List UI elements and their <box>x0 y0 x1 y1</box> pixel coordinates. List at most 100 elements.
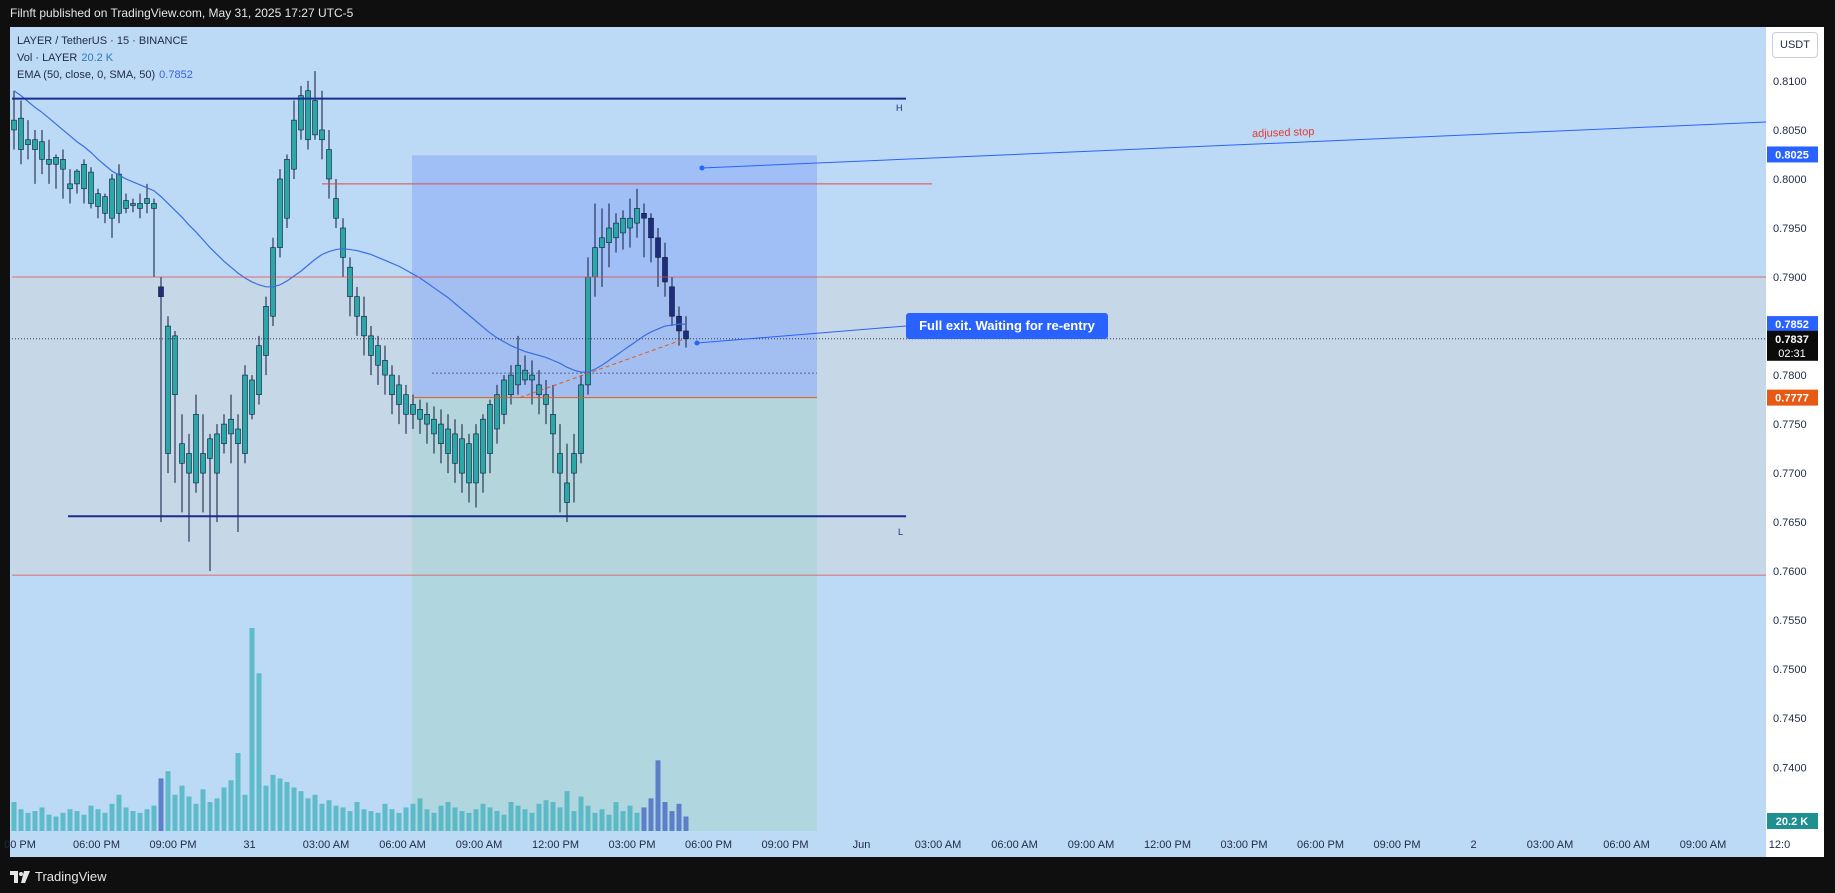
volume-value: 20.2 K <box>81 52 114 64</box>
price-tick-label: 0.7800 <box>1773 370 1807 382</box>
candle-body <box>67 183 73 190</box>
candle-body <box>396 384 402 405</box>
candle-body <box>291 119 297 170</box>
candle-body <box>648 217 654 239</box>
candle-body <box>137 203 143 209</box>
volume-bar <box>32 811 38 831</box>
volume-bar <box>95 809 101 831</box>
time-tick-label: 09:00 AM <box>1680 839 1726 851</box>
volume-bar <box>431 812 437 831</box>
candle-body <box>620 217 626 234</box>
volume-bar <box>452 807 458 831</box>
footer-brand: TradingView <box>35 869 107 884</box>
volume-bar <box>39 807 45 831</box>
candle-body <box>459 438 465 474</box>
time-tick-label: 06:00 PM <box>73 839 120 851</box>
candle-body <box>529 374 535 381</box>
candle-body <box>326 149 332 180</box>
volume-bar <box>550 802 556 831</box>
candle-body <box>214 433 220 474</box>
price-tag-black <box>1767 330 1818 361</box>
candle-body <box>382 360 388 376</box>
volume-bar <box>109 803 115 831</box>
candle-body <box>200 453 206 474</box>
time-tick-label: 06:00 PM <box>1297 839 1344 851</box>
volume-bar <box>417 798 423 831</box>
price-tag-orange <box>1767 389 1818 406</box>
volume-bar <box>74 811 80 831</box>
tradingview-logo-icon <box>10 870 30 883</box>
volume-bar <box>466 812 472 831</box>
volume-bar <box>305 798 311 831</box>
legend-symbol: LAYER / TetherUS · 15 · BINANCE <box>17 35 188 47</box>
candle-body <box>585 276 591 386</box>
candle-body <box>564 482 570 503</box>
volume-bar <box>487 807 493 831</box>
volume-bar <box>88 805 94 831</box>
candle-body <box>613 222 619 239</box>
tradingview-logo[interactable]: TradingView <box>10 860 107 893</box>
full-exit-callout[interactable]: Full exit. Waiting for re-entry <box>906 313 1108 339</box>
candle-body <box>354 296 360 317</box>
volume-bar <box>620 811 626 831</box>
candle-body <box>487 404 493 454</box>
candle-body <box>480 418 486 474</box>
price-tick-label: 0.7500 <box>1773 664 1807 676</box>
volume-bar <box>102 812 108 831</box>
low-level-tag: L <box>898 527 904 537</box>
candle-body <box>95 193 101 207</box>
candle-body <box>592 247 598 278</box>
time-axis-background <box>10 831 1766 857</box>
time-tick-label: 12:0 <box>1769 839 1790 851</box>
candle-body <box>445 428 451 454</box>
candle-body <box>130 203 136 206</box>
volume-bar <box>368 811 374 831</box>
volume-bar <box>270 774 276 831</box>
time-tick-label: 03:00 AM <box>915 839 961 851</box>
volume-bar <box>263 785 269 831</box>
volume-bar <box>641 807 647 831</box>
price-chart[interactable]: 0.81000.80500.80000.79500.79000.78500.78… <box>0 0 1835 860</box>
candle-body <box>123 200 129 209</box>
volume-bar <box>228 780 234 831</box>
volume-bar <box>60 812 66 831</box>
time-tick-label: 06:00 AM <box>991 839 1037 851</box>
volume-bar <box>193 803 199 831</box>
currency-button[interactable]: USDT <box>1772 32 1818 58</box>
projection-line <box>519 338 686 399</box>
adjusted-stop-anchor <box>699 165 705 171</box>
candle-body <box>263 306 269 356</box>
time-tick-label: 09:00 PM <box>1373 839 1420 851</box>
volume-bar <box>165 771 171 831</box>
price-tick-label: 0.8000 <box>1773 174 1807 186</box>
volume-bar <box>11 802 17 831</box>
volume-bar <box>221 787 227 831</box>
price-tag-countdown: 02:31 <box>1778 348 1806 360</box>
price-tick-label: 0.7550 <box>1773 615 1807 627</box>
candle-body <box>277 178 283 248</box>
high-level-tag: H <box>896 103 903 113</box>
candle-body <box>46 159 52 165</box>
price-tag-label: 0.7837 <box>1775 334 1809 346</box>
volume-bar <box>137 812 143 831</box>
volume-bar <box>312 794 318 831</box>
time-tick-label: 03:00 AM <box>303 839 349 851</box>
price-tick-label: 0.7450 <box>1773 713 1807 725</box>
time-tick-label: 09:00 AM <box>456 839 502 851</box>
time-tick-label: 03:00 PM <box>608 839 655 851</box>
callout-anchor <box>694 340 700 346</box>
candle-body <box>550 413 556 435</box>
volume-bar <box>172 794 178 831</box>
candle-body <box>109 178 115 219</box>
candle-body <box>452 433 458 464</box>
candle-body <box>158 286 164 297</box>
ema-value: 0.7852 <box>159 69 193 81</box>
candle-body <box>578 384 584 454</box>
candle-body <box>228 418 234 435</box>
candle-body <box>641 212 647 219</box>
candle-body <box>403 394 409 415</box>
volume-bar <box>676 803 682 831</box>
candle-body <box>74 170 80 185</box>
symbol-label: LAYER / TetherUS · 15 · BINANCE <box>17 35 188 47</box>
adjusted-stop-label: adjused stop <box>1251 125 1315 141</box>
